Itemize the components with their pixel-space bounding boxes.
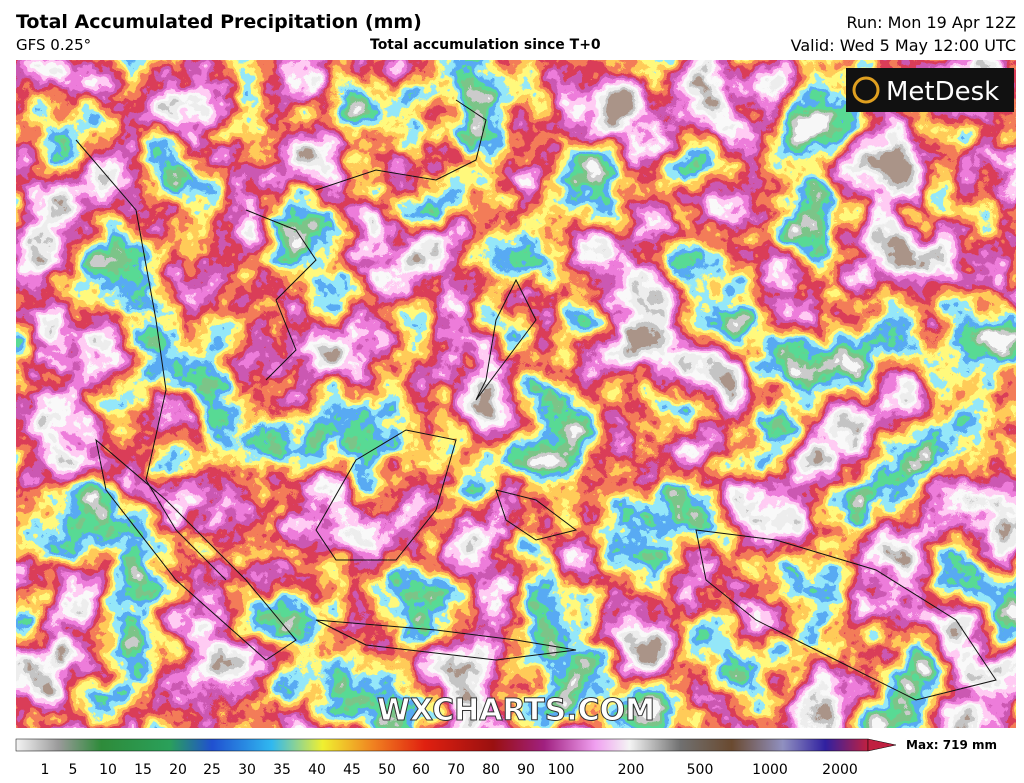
colorbar-arrow	[867, 738, 897, 752]
max-label: Max: 719 mm	[906, 738, 997, 752]
colorbar-tick-label: 1000	[752, 762, 788, 778]
colorbar-tick-label: 5	[69, 762, 78, 778]
run: Run: Mon 19 Apr 12Z	[846, 13, 1016, 32]
colorbar-tick-label: 60	[412, 762, 430, 778]
colorbar-ticks: 1 5 10 15 20 25 30 35 40 45 50 60 70 80 90 100 200 500 100…	[41, 762, 858, 778]
colorbar-tick-label: 45	[343, 762, 361, 778]
colorbar-tick-label: 10	[99, 762, 117, 778]
colorbar-tick-label: 25	[203, 762, 221, 778]
colorbar-tick-label: 2000	[822, 762, 858, 778]
colorbar-tick-label: 200	[618, 762, 645, 778]
colorbar-tick-label: 80	[482, 762, 500, 778]
colorbar-tick-label: 30	[238, 762, 256, 778]
coastlines	[75, 99, 997, 701]
colorbar-tick-label: 90	[517, 762, 535, 778]
colorbar-tick-label: 50	[378, 762, 396, 778]
map: MetDesk WXCHARTS.COM	[16, 60, 1016, 728]
logo-box	[846, 68, 1014, 112]
colorbar-tick-label: 100	[548, 762, 575, 778]
colorbar-tick-label: 20	[169, 762, 187, 778]
colorbar-tick-label: 35	[273, 762, 291, 778]
colorbar-tick-label: 40	[308, 762, 326, 778]
subtitle: Total accumulation since T+0	[370, 37, 601, 53]
watermark: WXCHARTS.COM	[377, 693, 655, 728]
colorbar-ramp	[15, 738, 869, 752]
colorbar: Max: 719 mm 1 5 10 15 20 25 30 35 40 45 50 60 70 80 90…	[15, 738, 997, 778]
logo-icon	[852, 76, 880, 104]
colorbar-tick-label: 70	[447, 762, 465, 778]
title: Total Accumulated Precipitation (mm)	[16, 11, 422, 33]
model: GFS 0.25°	[16, 36, 92, 54]
colorbar-tick-label: 500	[687, 762, 714, 778]
logo: MetDesk	[886, 77, 999, 107]
valid: Valid: Wed 5 May 12:00 UTC	[790, 36, 1016, 55]
precipitation-field	[16, 60, 1016, 728]
colorbar-tick-label: 1	[41, 762, 50, 778]
colorbar-tick-label: 15	[134, 762, 152, 778]
